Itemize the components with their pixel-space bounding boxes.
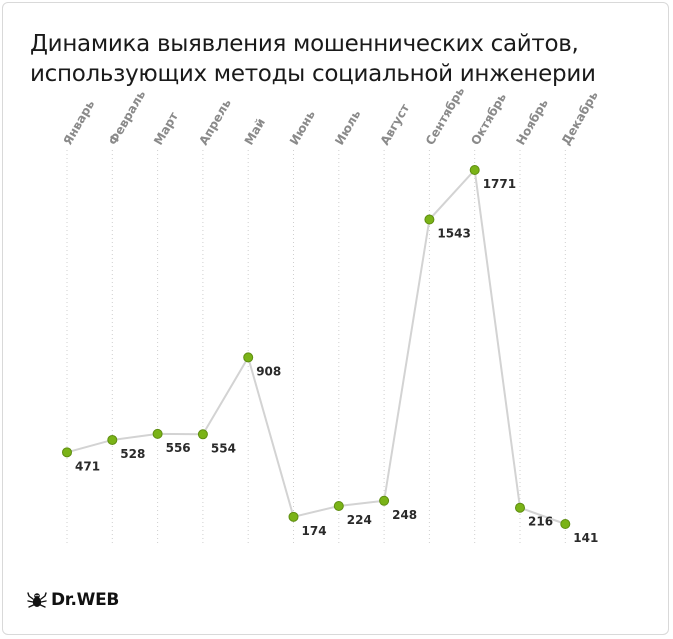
month-label-1: Январь xyxy=(60,97,97,147)
drweb-logo: Dr.WEB xyxy=(27,590,119,610)
month-label-10: Октябрь xyxy=(468,90,509,147)
month-label-5: Май xyxy=(242,116,268,148)
data-point-6 xyxy=(288,511,299,522)
value-label-8: 248 xyxy=(392,508,417,522)
value-label-4: 554 xyxy=(211,441,236,455)
month-label-8: Август xyxy=(378,101,413,147)
month-label-9: Сентябрь xyxy=(423,84,468,147)
data-point-4 xyxy=(197,429,208,440)
series-line xyxy=(66,167,566,525)
value-label-3: 556 xyxy=(166,441,191,455)
data-point-11 xyxy=(515,502,525,513)
value-label-7: 224 xyxy=(347,513,372,527)
data-point-2 xyxy=(107,434,118,445)
data-point-10 xyxy=(469,165,480,175)
chart-title-line-1: Динамика выявления мошеннических сайтов, xyxy=(30,31,579,57)
value-label-5: 908 xyxy=(256,364,281,378)
chart-title-line-2: использующих методы социальной инженерии xyxy=(30,61,596,87)
value-label-11: 216 xyxy=(528,515,553,529)
spider-icon xyxy=(27,592,47,608)
data-point-9 xyxy=(424,214,435,225)
value-label-12: 141 xyxy=(573,531,598,545)
data-point-7 xyxy=(333,500,344,511)
month-label-12: Декабрь xyxy=(559,89,601,148)
value-label-1: 471 xyxy=(75,459,100,473)
data-point-3 xyxy=(152,428,163,439)
data-point-5 xyxy=(243,352,254,363)
value-label-9: 1543 xyxy=(437,227,470,241)
chart-title: Динамика выявления мошеннических сайтов,… xyxy=(30,29,596,89)
logo-text: Dr.WEB xyxy=(51,590,120,610)
month-label-2: Февраль xyxy=(106,88,149,148)
value-label-2: 528 xyxy=(120,447,145,461)
value-label-6: 174 xyxy=(302,524,327,538)
data-point-1 xyxy=(62,447,72,458)
month-label-7: Июль xyxy=(332,107,363,147)
month-label-4: Апрель xyxy=(196,96,234,147)
month-label-3: Март xyxy=(151,110,181,148)
data-point-12 xyxy=(560,519,571,529)
month-label-6: Июнь xyxy=(287,108,318,148)
data-point-8 xyxy=(379,495,390,506)
value-label-10: 1771 xyxy=(483,177,516,191)
month-label-11: Ноябрь xyxy=(513,96,551,147)
